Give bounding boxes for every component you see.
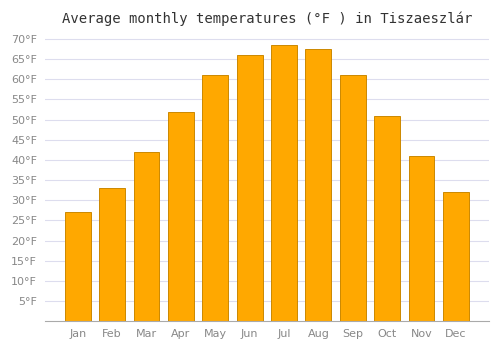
Bar [237, 55, 262, 321]
Title: Average monthly temperatures (°F ) in Tiszaeszlár: Average monthly temperatures (°F ) in Ti… [62, 11, 472, 26]
Bar [271, 45, 297, 321]
Bar [134, 152, 160, 321]
Bar [202, 75, 228, 321]
Bar [100, 188, 125, 321]
Bar [340, 75, 365, 321]
Bar [168, 112, 194, 321]
Bar [306, 49, 331, 321]
Bar [65, 212, 90, 321]
Bar [374, 116, 400, 321]
Bar [443, 192, 468, 321]
Bar [408, 156, 434, 321]
